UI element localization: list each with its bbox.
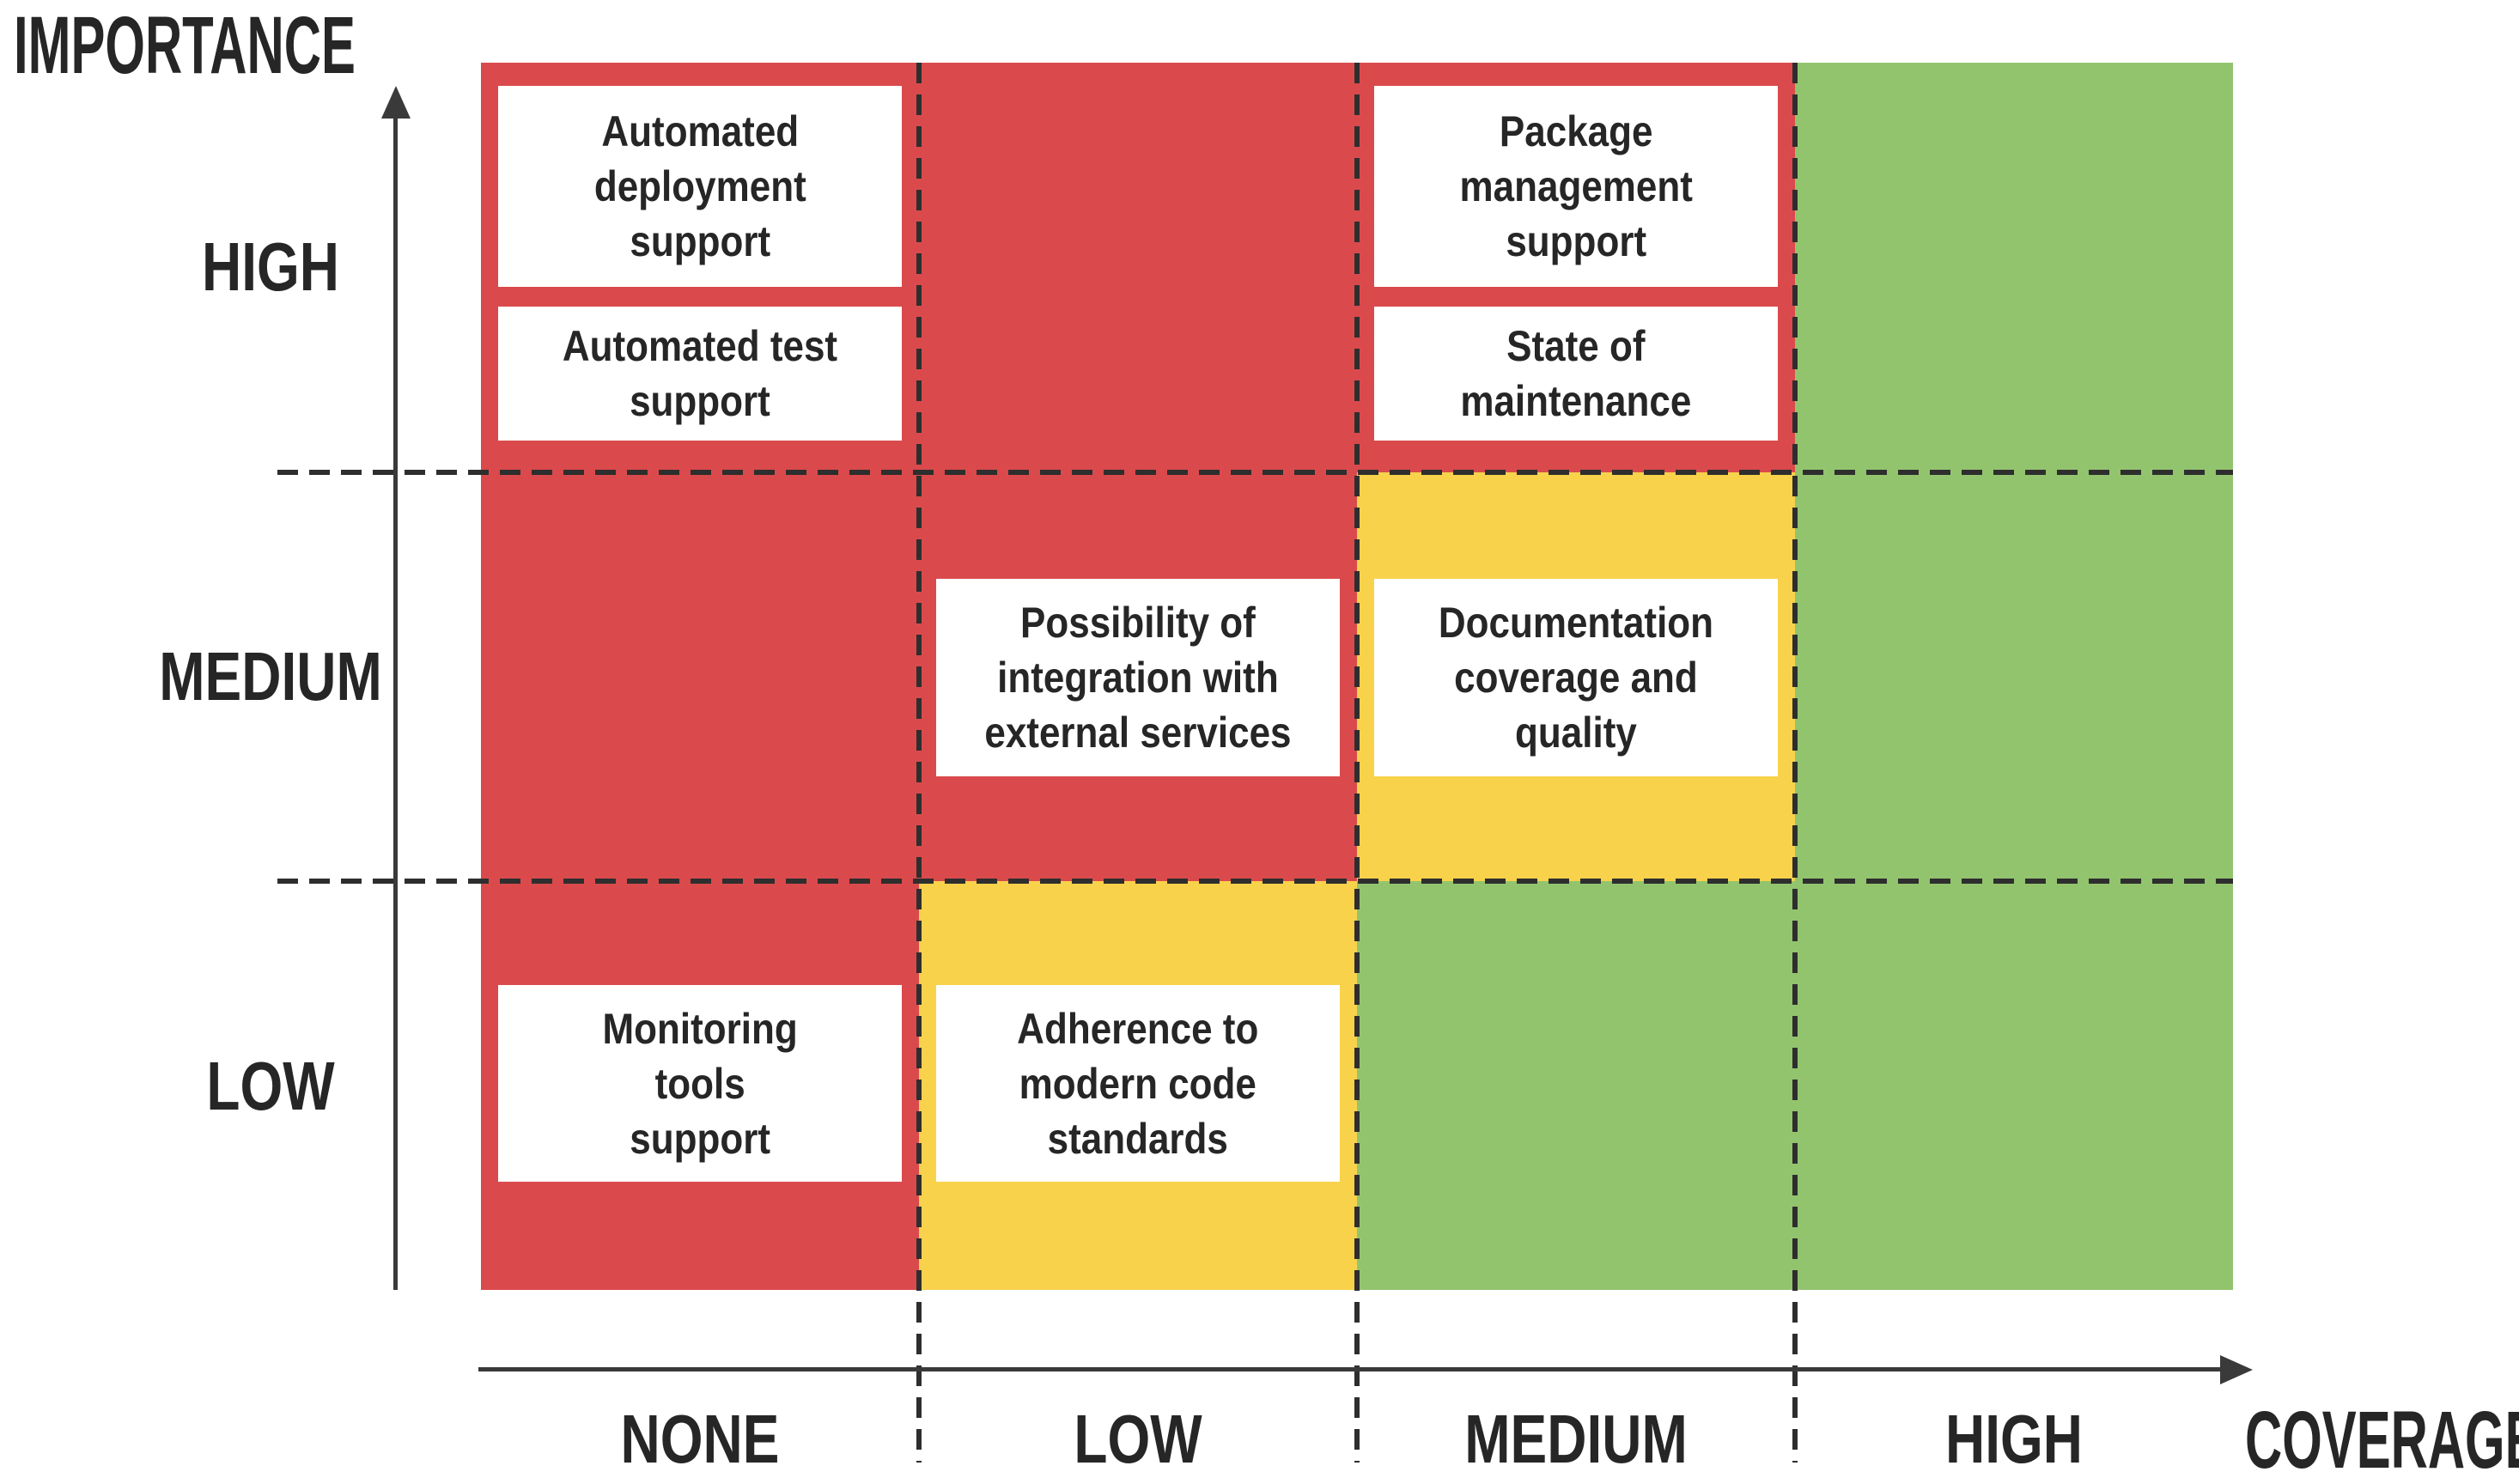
item-label: Package management support: [1459, 107, 1693, 265]
x-tick-low: LOW: [1074, 1401, 1202, 1477]
x-tick-medium: MEDIUM: [1464, 1401, 1688, 1477]
item-label: Automated deployment support: [593, 107, 806, 265]
cell-high-high: [1795, 63, 2233, 472]
cell-high-low: [919, 63, 1357, 472]
item-box-monitoring-tools-support: Monitoring tools support: [498, 985, 902, 1182]
item-box-automated-deployment-support: Automated deployment support: [498, 86, 902, 287]
x-axis-arrowhead-icon: [2220, 1355, 2253, 1384]
column-separator-dashed-line-1: [916, 63, 922, 1463]
cell-medium-none: [481, 472, 919, 881]
item-box-adherence-code-standards: Adherence to modern code standards: [936, 985, 1340, 1182]
item-label: Possibility of integration with external…: [984, 599, 1292, 757]
y-tick-low: LOW: [206, 1048, 335, 1124]
column-separator-dashed-line-2: [1354, 63, 1360, 1463]
item-box-state-of-maintenance: State of maintenance: [1374, 307, 1778, 441]
x-tick-high: HIGH: [1945, 1401, 2083, 1477]
item-label: Documentation coverage and quality: [1438, 599, 1714, 757]
row-separator-dashed-line-2: [277, 879, 2233, 884]
item-label: Adherence to modern code standards: [1017, 1004, 1259, 1163]
item-box-automated-test-support: Automated test support: [498, 307, 902, 441]
item-label: Monitoring tools support: [602, 1004, 798, 1163]
x-tick-none: NONE: [620, 1401, 780, 1477]
y-axis-arrowhead-icon: [381, 86, 411, 119]
y-axis-title: IMPORTANCE: [14, 0, 356, 91]
item-box-documentation-coverage: Documentation coverage and quality: [1374, 579, 1778, 776]
item-box-possibility-of-integration: Possibility of integration with external…: [936, 579, 1340, 776]
x-axis-line: [478, 1367, 2224, 1371]
cell-low-medium: [1357, 881, 1795, 1290]
row-separator-dashed-line-1: [277, 470, 2233, 475]
item-box-package-management-support: Package management support: [1374, 86, 1778, 287]
column-separator-dashed-line-3: [1792, 63, 1798, 1463]
y-axis-line: [393, 116, 398, 1290]
item-label: Automated test support: [562, 322, 838, 425]
y-tick-medium: MEDIUM: [159, 638, 382, 715]
cell-low-high: [1795, 881, 2233, 1290]
x-axis-title: COVERAGE: [2245, 1395, 2519, 1484]
cell-medium-high: [1795, 472, 2233, 881]
y-tick-high: HIGH: [202, 228, 339, 305]
item-label: State of maintenance: [1460, 322, 1692, 425]
